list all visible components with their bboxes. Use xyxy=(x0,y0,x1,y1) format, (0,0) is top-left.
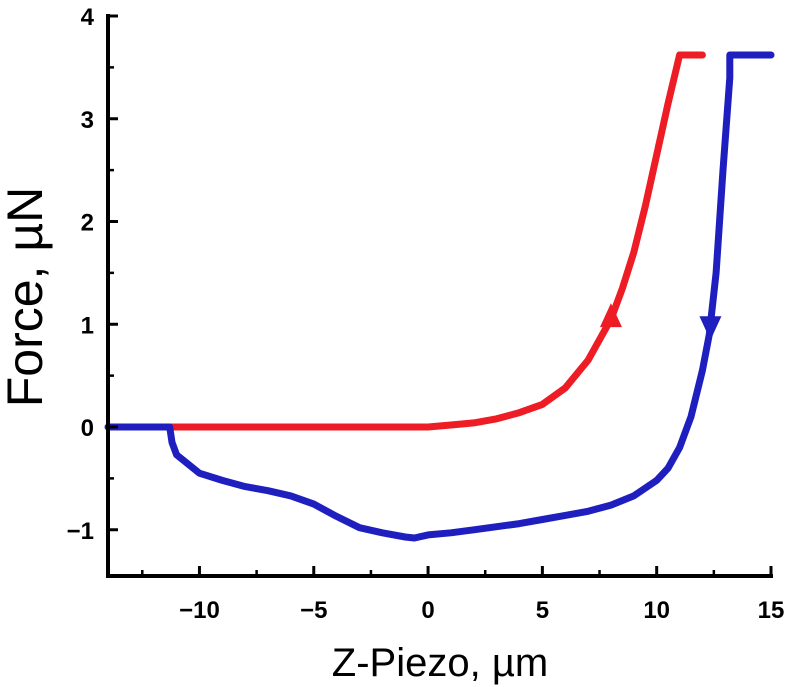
arrow-down-icon xyxy=(699,316,722,341)
x-tick-label: −5 xyxy=(300,597,327,624)
x-tick-label: 15 xyxy=(758,597,785,624)
arrow-up-icon xyxy=(599,303,622,328)
x-axis-title: Z-Piezo, µm xyxy=(332,641,548,685)
y-tick-label: 4 xyxy=(81,4,95,31)
y-tick-label: 2 xyxy=(81,210,94,237)
y-tick-label: 0 xyxy=(81,415,94,442)
x-tick-label: 5 xyxy=(536,597,549,624)
x-tick-label: 10 xyxy=(643,597,670,624)
x-tick-label: 0 xyxy=(421,597,434,624)
series-line-2 xyxy=(104,51,775,542)
series-line-1 xyxy=(166,51,706,431)
y-tick-label: 1 xyxy=(81,312,94,339)
y-axis-title: Force, µN xyxy=(0,187,53,408)
curves-layer xyxy=(104,51,775,542)
y-tick-label: −1 xyxy=(67,518,94,545)
x-tick-label: −10 xyxy=(179,597,220,624)
y-tick-label: 3 xyxy=(81,107,94,134)
